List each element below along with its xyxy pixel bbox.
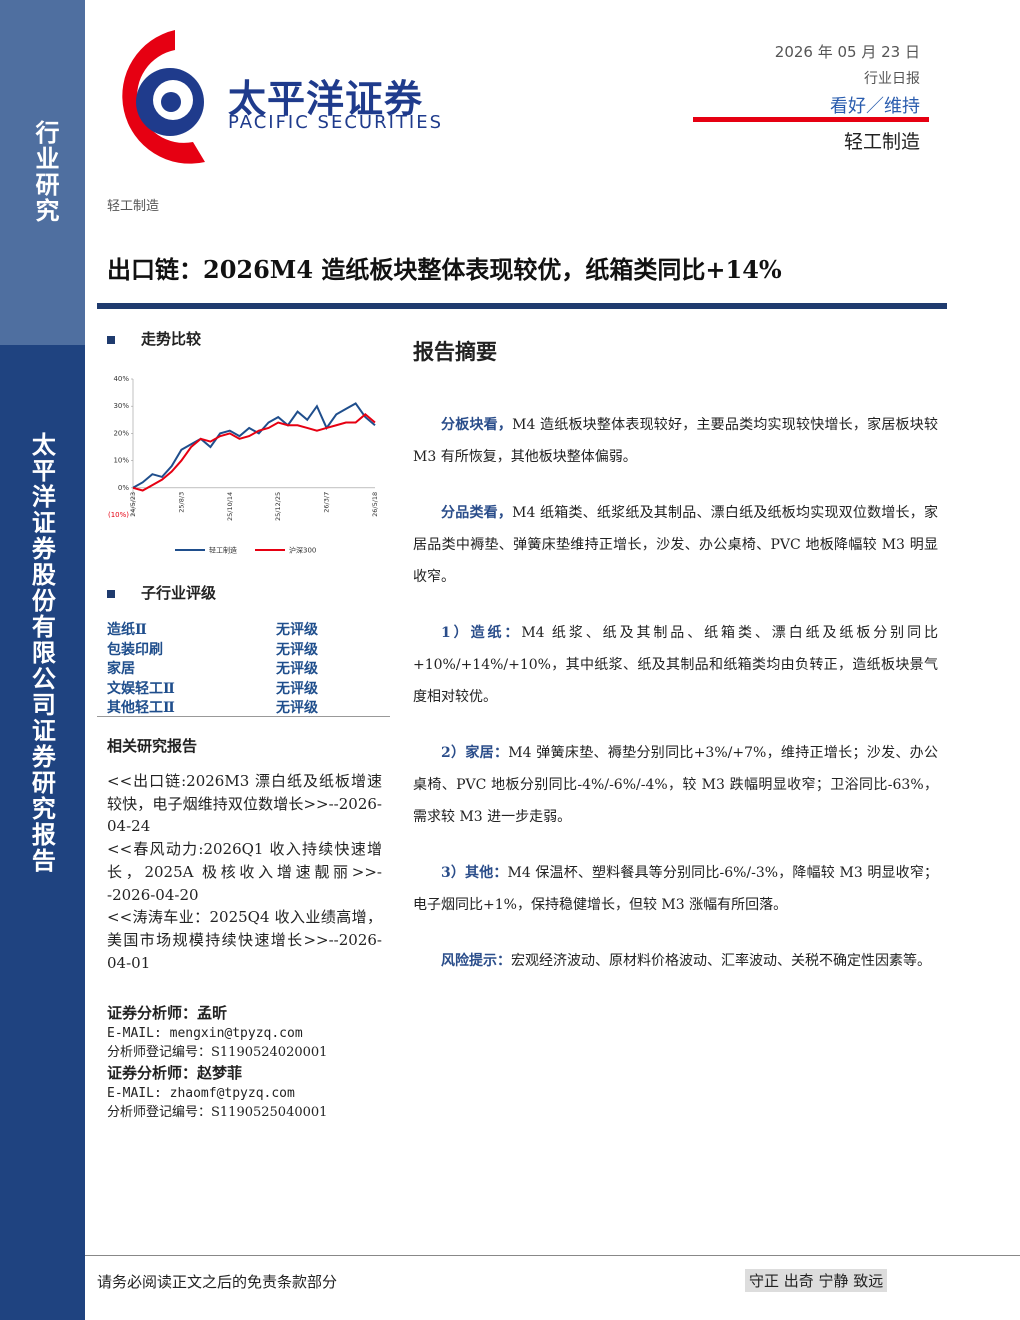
sub-rating: 无评级 bbox=[276, 700, 318, 716]
x-tick-label: 26/5/18 bbox=[371, 492, 379, 517]
rating: 看好／维持 bbox=[830, 96, 920, 117]
summary-paragraph: 分品类看，M4 纸箱类、纸浆纸及其制品、漂白纸及纸板均实现双位数增长，家居品类中… bbox=[413, 497, 938, 593]
paragraph-text: M4 造纸板块整体表现较好，主要品类均实现较快增长，家居板块较 M3 有所恢复，… bbox=[413, 417, 938, 465]
analyst-name: 证券分析师：赵梦菲 bbox=[107, 1064, 243, 1082]
sub-rating: 无评级 bbox=[276, 622, 318, 638]
x-tick-label: 25/12/25 bbox=[274, 492, 282, 521]
summary: 分板块看，M4 造纸板块整体表现较好，主要品类均实现较快增长，家居板块较 M3 … bbox=[413, 409, 938, 1001]
ratings-rule bbox=[97, 716, 390, 717]
summary-paragraph: 风险提示：宏观经济波动、原材料价格波动、汇率波动、关税不确定性因素等。 bbox=[413, 945, 938, 977]
rating-bar bbox=[693, 117, 929, 122]
related-heading: 相关研究报告 bbox=[107, 737, 198, 755]
analyst-license: 分析师登记编号：S1190525040001 bbox=[107, 1105, 328, 1120]
y-tick-label: (10%) bbox=[108, 511, 129, 519]
sub-rating: 无评级 bbox=[276, 661, 318, 677]
rating-row: 文娱轻工Ⅱ 无评级 bbox=[107, 678, 390, 698]
sidebar-top bbox=[0, 0, 85, 345]
sub-industry: 包装印刷 bbox=[107, 641, 163, 658]
x-tick-label: 25/10/14 bbox=[226, 492, 234, 521]
analyst-license: 分析师登记编号：S1190524020001 bbox=[107, 1045, 328, 1060]
analyst-name: 证券分析师：孟昕 bbox=[107, 1004, 228, 1022]
summary-paragraph: 1）造纸：M4 纸浆、纸及其制品、纸箱类、漂白纸及纸板分别同比+10%/+14%… bbox=[413, 617, 938, 713]
legend-label: 轻工制造 bbox=[209, 546, 237, 555]
report-type: 行业日报 bbox=[864, 71, 920, 87]
sub-industry: 其他轻工Ⅱ bbox=[107, 700, 175, 716]
sub-industry: 家居 bbox=[107, 661, 135, 677]
related-item: <<春风动力:2026Q1 收入持续快速增长，2025A 极核收入增速靓丽>>-… bbox=[107, 840, 382, 904]
paragraph-text: M4 弹簧床垫、褥垫分别同比+3%/+7%，维持正增长；沙发、办公桌椅、PVC … bbox=[413, 745, 938, 825]
analyst-email: E-MAIL: mengxin@tpyzq.com bbox=[107, 1026, 303, 1041]
y-tick-label: 10% bbox=[113, 457, 129, 465]
paragraph-lead: 分板块看， bbox=[441, 417, 513, 433]
disclaimer: 请务必阅读正文之后的免责条款部分 bbox=[97, 1273, 338, 1291]
sidebar-company: 太平洋证券股份有限公司证券研究报告 bbox=[27, 432, 56, 874]
summary-paragraph: 分板块看，M4 造纸板块整体表现较好，主要品类均实现较快增长，家居板块较 M3 … bbox=[413, 409, 938, 473]
y-tick-label: 0% bbox=[118, 484, 129, 492]
related-item: <<出口链:2026M3 漂白纸及纸板增速较快，电子烟维持双位数增长>>--20… bbox=[107, 772, 382, 836]
x-tick-label: 25/8/3 bbox=[177, 492, 185, 513]
paragraph-lead: 2）家居： bbox=[441, 745, 509, 761]
paragraph-lead: 分品类看， bbox=[441, 505, 513, 521]
footer-rule bbox=[85, 1255, 1020, 1256]
sub-industry: 文娱轻工Ⅱ bbox=[107, 680, 175, 697]
paragraph-lead: 1）造纸： bbox=[441, 625, 522, 641]
heading-text: 子行业评级 bbox=[141, 584, 217, 602]
paragraph-text: 宏观经济波动、原材料价格波动、汇率波动、关税不确定性因素等。 bbox=[511, 953, 931, 969]
rating-row: 其他轻工Ⅱ 无评级 bbox=[107, 697, 390, 717]
rating-row: 造纸Ⅱ 无评级 bbox=[107, 619, 390, 639]
trend-heading: 走势比较 bbox=[107, 328, 201, 349]
sub-rating: 无评级 bbox=[276, 641, 318, 658]
x-tick-label: 24/5/23 bbox=[129, 492, 137, 517]
logo-en: PACIFIC SECURITIES bbox=[228, 112, 443, 133]
sidebar-label: 行业研究 bbox=[31, 120, 59, 224]
paragraph-text: M4 纸浆、纸及其制品、纸箱类、漂白纸及纸板分别同比+10%/+14%/+10%… bbox=[413, 625, 938, 705]
x-tick-label: 26/3/7 bbox=[323, 492, 331, 513]
paragraph-lead: 风险提示： bbox=[441, 953, 511, 969]
ratings-table: 造纸Ⅱ 无评级 包装印刷 无评级 家居 无评级 文娱轻工Ⅱ 无评级 其他轻工Ⅱ 无评级 bbox=[107, 619, 390, 717]
y-tick-label: 30% bbox=[113, 402, 129, 410]
analyst-email: E-MAIL: zhaomf@tpyzq.com bbox=[107, 1086, 295, 1101]
sidebar-bottom bbox=[0, 345, 85, 1320]
rating-row: 家居 无评级 bbox=[107, 658, 390, 678]
related-item: <<涛涛车业：2025Q4 收入业绩高增，美国市场规模持续快速增长>>--202… bbox=[107, 908, 382, 972]
title: 出口链：2026M4 造纸板块整体表现较优，纸箱类同比+14% bbox=[107, 255, 782, 284]
series-line bbox=[132, 402, 376, 489]
motto: 守正 出奇 宁静 致远 bbox=[745, 1269, 888, 1292]
paragraph-text: M4 纸箱类、纸浆纸及其制品、漂白纸及纸板均实现双位数增长，家居品类中褥垫、弹簧… bbox=[413, 505, 938, 585]
summary-paragraph: 2）家居：M4 弹簧床垫、褥垫分别同比+3%/+7%，维持正增长；沙发、办公桌椅… bbox=[413, 737, 938, 833]
logo bbox=[122, 30, 205, 164]
trend-chart: (10%) 0% 10% 20% 30% 40% 24/5/23 25/8/3 25/10/14… bbox=[108, 375, 379, 555]
title-rule bbox=[97, 303, 947, 309]
date: 2026 年 05 月 23 日 bbox=[774, 43, 920, 61]
paragraph-lead: 3）其他： bbox=[441, 865, 508, 881]
related-list: <<出口链:2026M3 漂白纸及纸板增速较快，电子烟维持双位数增长>>--20… bbox=[107, 770, 382, 974]
industry: 轻工制造 bbox=[843, 131, 920, 153]
summary-paragraph: 3）其他：M4 保温杯、塑料餐具等分别同比-6%/-3%，降幅较 M3 明显收窄… bbox=[413, 857, 938, 921]
logo-cn: 太平洋证券 bbox=[228, 77, 424, 121]
rating-row: 包装印刷 无评级 bbox=[107, 639, 390, 659]
ratings-heading: 子行业评级 bbox=[107, 582, 216, 603]
paragraph-text: M4 保温杯、塑料餐具等分别同比-6%/-3%，降幅较 M3 明显收窄；电子烟同… bbox=[413, 865, 938, 913]
sub-industry: 造纸Ⅱ bbox=[107, 622, 147, 638]
series-line bbox=[132, 413, 376, 492]
analysts: 证券分析师：孟昕 E-MAIL: mengxin@tpyzq.com 分析师登记编号… bbox=[107, 1002, 397, 1122]
heading-text: 走势比较 bbox=[141, 330, 202, 348]
y-tick-label: 20% bbox=[113, 429, 129, 437]
sub-rating: 无评级 bbox=[276, 680, 318, 697]
y-tick-label: 40% bbox=[113, 375, 129, 383]
summary-heading: 报告摘要 bbox=[413, 339, 497, 364]
legend-label: 沪深300 bbox=[289, 546, 316, 555]
breadcrumb: 轻工制造 bbox=[107, 199, 160, 214]
